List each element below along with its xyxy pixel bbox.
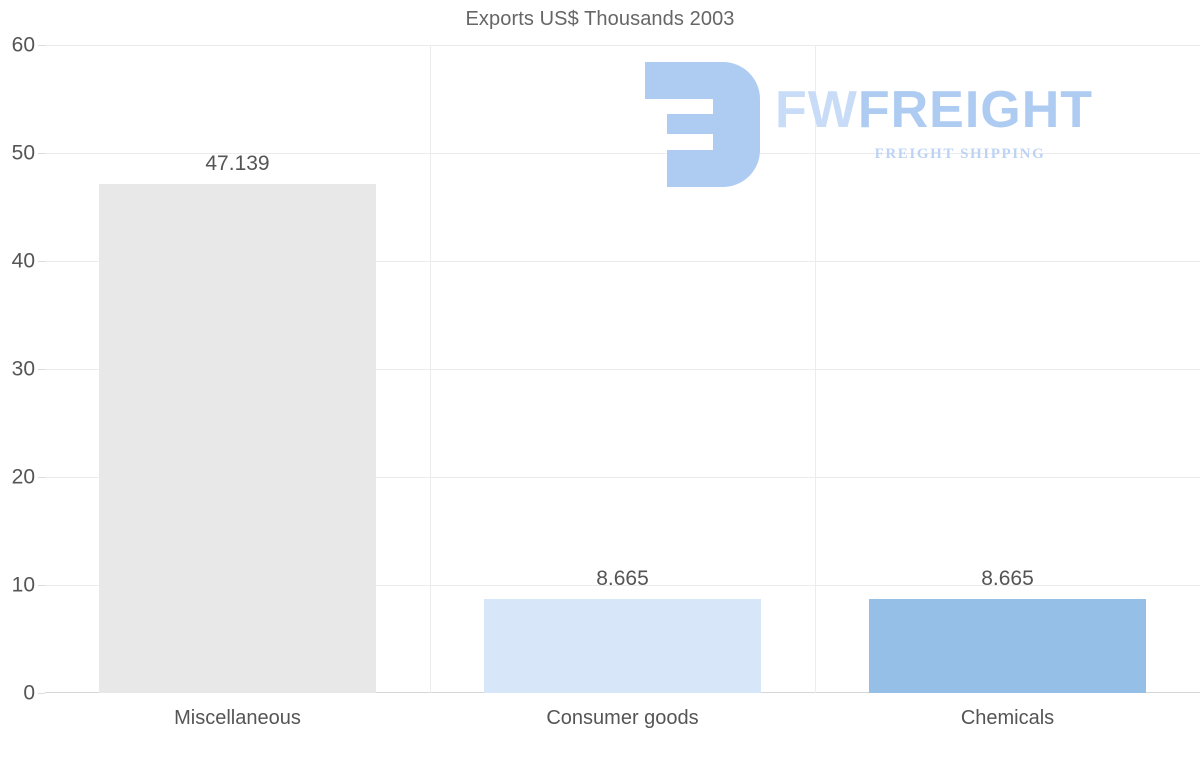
y-axis-tick-mark bbox=[38, 45, 45, 46]
y-axis-tick-mark bbox=[38, 261, 45, 262]
gridline-horizontal bbox=[45, 45, 1200, 46]
x-axis-category-label: Miscellaneous bbox=[174, 707, 301, 729]
gridline-horizontal bbox=[45, 153, 1200, 154]
plot-area bbox=[45, 45, 1200, 693]
y-axis-tick-label: 60 bbox=[11, 33, 35, 57]
y-axis-tick-mark bbox=[38, 693, 45, 694]
bar-miscellaneous[interactable] bbox=[99, 183, 376, 693]
x-axis-category-label: Chemicals bbox=[960, 707, 1055, 729]
y-axis: 0 10 20 30 40 50 60 bbox=[0, 0, 45, 763]
bar-consumer-goods[interactable] bbox=[484, 599, 761, 693]
gridline-vertical bbox=[430, 45, 431, 693]
gridline-horizontal bbox=[45, 369, 1200, 370]
y-axis-tick-label: 30 bbox=[11, 357, 35, 381]
gridline-horizontal bbox=[45, 477, 1200, 478]
y-axis-tick-label: 20 bbox=[11, 465, 35, 489]
y-axis-tick-mark bbox=[38, 369, 45, 370]
gridline-horizontal bbox=[45, 261, 1200, 262]
y-axis-tick-mark bbox=[38, 585, 45, 586]
y-axis-tick-label: 40 bbox=[11, 249, 35, 273]
x-axis-category-label: Consumer goods bbox=[546, 707, 699, 729]
y-axis-tick-label: 50 bbox=[11, 141, 35, 165]
bar-value-label: 47.139 bbox=[205, 151, 270, 175]
bar-value-label: 8.665 bbox=[596, 567, 649, 591]
bar-value-label: 8.665 bbox=[981, 567, 1034, 591]
y-axis-tick-label: 10 bbox=[11, 573, 35, 597]
gridline-horizontal bbox=[45, 585, 1200, 586]
y-axis-tick-mark bbox=[38, 477, 45, 478]
chart-title: Exports US$ Thousands 2003 bbox=[465, 8, 735, 30]
bar-chemicals[interactable] bbox=[869, 599, 1146, 693]
y-axis-tick-label: 0 bbox=[23, 681, 35, 705]
y-axis-tick-mark bbox=[38, 153, 45, 154]
gridline-vertical bbox=[815, 45, 816, 693]
